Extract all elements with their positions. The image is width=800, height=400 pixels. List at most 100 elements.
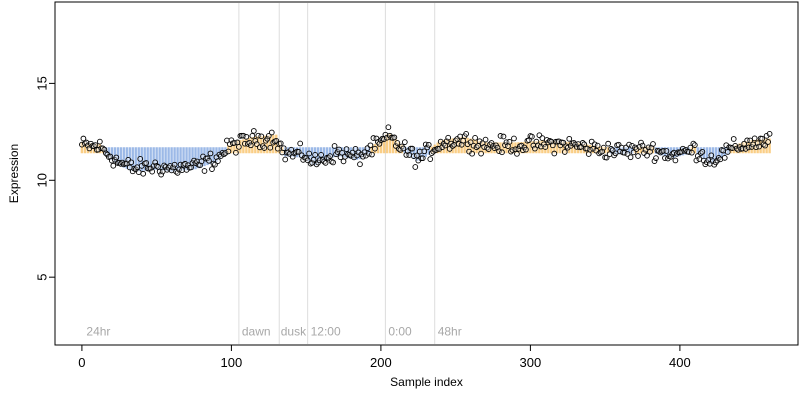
data-point xyxy=(264,135,271,142)
highlight-band xyxy=(128,147,131,170)
x-tick-label: 400 xyxy=(669,355,691,370)
data-point xyxy=(209,166,215,172)
highlight-band xyxy=(433,144,436,154)
y-axis-title: Expression xyxy=(7,144,21,203)
data-point xyxy=(594,142,601,149)
data-point xyxy=(419,155,426,162)
period-annotations: 24hr dawn dusk 12:00 0:00 48hr xyxy=(86,324,461,338)
highlight-band xyxy=(675,147,679,157)
highlight-band xyxy=(134,147,137,172)
data-point xyxy=(312,151,318,158)
highlight-band xyxy=(469,138,472,154)
data-points xyxy=(79,124,773,178)
data-point xyxy=(222,150,229,156)
data-point xyxy=(318,152,324,158)
highlight-band xyxy=(328,147,332,159)
data-point xyxy=(488,140,495,146)
highlight-band xyxy=(735,144,738,154)
data-point xyxy=(331,143,338,149)
data-point xyxy=(629,142,635,149)
highlight-band xyxy=(254,136,257,154)
annotation-3: 12:00 xyxy=(311,324,341,338)
data-point xyxy=(425,141,432,148)
data-point xyxy=(467,139,474,146)
data-point xyxy=(385,124,392,131)
data-point xyxy=(330,159,336,166)
data-point xyxy=(699,148,706,155)
highlight-band xyxy=(304,147,308,159)
data-point xyxy=(653,155,659,161)
highlight-band xyxy=(583,143,586,154)
data-point xyxy=(310,156,317,163)
data-point xyxy=(158,171,164,178)
highlight-band xyxy=(80,142,84,154)
data-point xyxy=(171,161,178,168)
highlight-band xyxy=(663,147,667,157)
highlight-band xyxy=(702,147,706,160)
data-point xyxy=(472,134,478,141)
highlight-band xyxy=(295,147,299,158)
highlight-band xyxy=(325,147,329,161)
data-point xyxy=(110,162,117,169)
highlight-band xyxy=(146,147,149,171)
data-point xyxy=(233,149,239,156)
data-point xyxy=(280,145,287,152)
data-point xyxy=(766,130,773,137)
highlight-band xyxy=(269,135,272,154)
data-point xyxy=(297,140,304,147)
highlight-band xyxy=(454,137,457,154)
data-point xyxy=(306,150,312,157)
annotation-5: 48hr xyxy=(438,324,462,338)
data-point xyxy=(551,150,558,157)
data-point xyxy=(668,153,674,160)
data-point xyxy=(170,164,176,171)
highlight-band xyxy=(212,147,215,163)
data-point xyxy=(549,142,556,149)
data-point xyxy=(250,128,257,134)
data-point xyxy=(137,156,144,162)
data-point xyxy=(357,161,363,168)
data-point xyxy=(523,146,529,153)
highlight-band xyxy=(565,141,568,154)
data-point xyxy=(369,151,375,158)
data-point xyxy=(225,148,232,155)
data-point xyxy=(182,160,188,167)
highlight-band xyxy=(696,147,700,155)
highlight-band xyxy=(639,146,643,154)
highlight-band xyxy=(140,147,143,172)
highlight-band xyxy=(693,146,697,154)
highlight-band xyxy=(496,142,499,154)
data-point xyxy=(511,135,517,142)
data-point xyxy=(436,146,443,152)
highlight-band xyxy=(717,147,720,160)
data-point xyxy=(267,144,274,151)
data-point xyxy=(352,146,359,152)
highlight-band xyxy=(307,147,311,162)
x-tick-label: 0 xyxy=(78,355,85,370)
data-point xyxy=(542,144,549,150)
trend-highlight-bands xyxy=(80,134,771,172)
data-point xyxy=(92,142,99,148)
highlight-band xyxy=(562,141,565,154)
data-point xyxy=(730,136,737,142)
highlight-band xyxy=(95,144,99,154)
data-point xyxy=(605,140,611,147)
highlight-band xyxy=(373,144,377,154)
data-point xyxy=(691,142,698,148)
data-point xyxy=(626,141,632,148)
highlight-band xyxy=(556,141,559,154)
data-point xyxy=(258,133,265,140)
data-point xyxy=(412,164,419,170)
highlight-band xyxy=(122,147,125,168)
highlight-band xyxy=(627,147,631,154)
highlight-band xyxy=(137,147,140,172)
highlight-band xyxy=(618,147,622,155)
highlight-band xyxy=(487,142,490,154)
data-point xyxy=(391,134,398,141)
highlight-band xyxy=(382,137,386,154)
data-point xyxy=(721,155,728,161)
data-point xyxy=(759,135,765,142)
data-point xyxy=(600,144,607,151)
highlight-band xyxy=(723,147,726,157)
highlight-band xyxy=(176,147,179,172)
